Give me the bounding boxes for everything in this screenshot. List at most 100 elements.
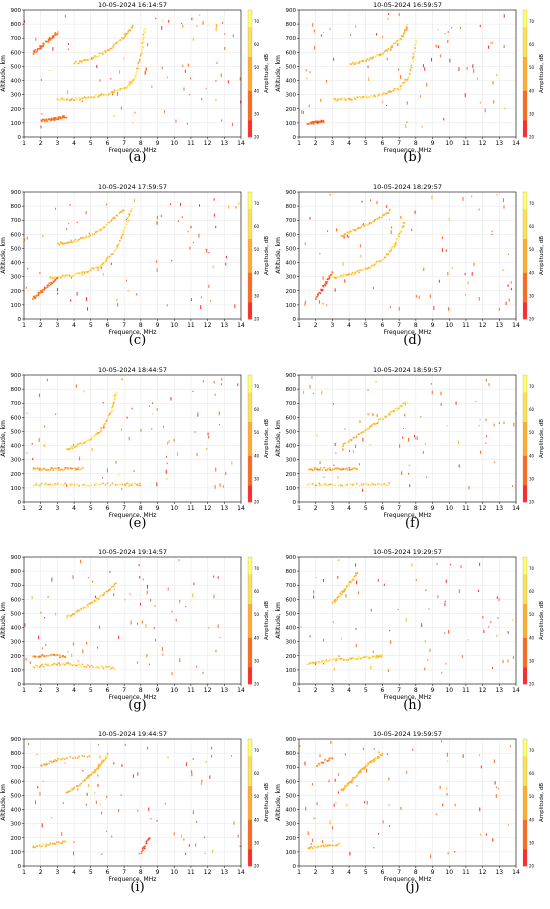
colorbar-segment xyxy=(248,65,252,70)
noise-speck xyxy=(310,843,312,845)
trace-point xyxy=(344,484,347,487)
trace-point xyxy=(88,484,90,487)
trace-point xyxy=(102,594,105,596)
colorbar-segment xyxy=(248,124,252,129)
noise-layer xyxy=(24,14,242,129)
y-axis-label: Altitude, km xyxy=(275,420,282,457)
trace-point xyxy=(67,790,70,793)
noise-speck xyxy=(424,640,426,643)
trace-point xyxy=(58,116,60,118)
trace-point xyxy=(71,467,73,470)
trace-point xyxy=(390,46,392,48)
y-tick-label: 600 xyxy=(11,232,22,238)
trace-point xyxy=(62,655,64,657)
trace-point xyxy=(56,277,58,279)
x-tick-label: 12 xyxy=(204,687,212,694)
noise-speck xyxy=(137,772,139,776)
noise-speck xyxy=(215,225,217,229)
noise-speck xyxy=(25,657,27,661)
x-axis-label: Frequence, MHz xyxy=(109,876,157,883)
noise-speck xyxy=(111,835,113,838)
trace-point xyxy=(121,37,123,39)
trace-point xyxy=(32,846,35,848)
trace-point xyxy=(85,235,88,237)
x-tick-label: 4 xyxy=(72,322,76,329)
colorbar-tick-label: 20 xyxy=(254,317,260,322)
trace-point xyxy=(354,61,357,64)
trace-point xyxy=(122,233,124,236)
noise-speck xyxy=(462,754,464,758)
plot-frame xyxy=(23,556,242,685)
colorbar-segment xyxy=(248,22,252,28)
trace-point xyxy=(329,658,331,661)
trace-point xyxy=(139,55,142,57)
noise-speck xyxy=(493,100,495,104)
noise-speck xyxy=(439,785,441,790)
noise-speck xyxy=(369,443,371,446)
noise-speck xyxy=(507,284,509,288)
trace-point xyxy=(80,98,82,100)
noise-speck xyxy=(322,276,324,280)
colorbar-segment xyxy=(523,204,527,210)
colorbar-tick-label: 30 xyxy=(529,658,535,663)
noise-speck xyxy=(83,390,85,393)
trace-point xyxy=(354,98,357,100)
trace-point xyxy=(371,58,374,60)
trace-point xyxy=(359,227,361,230)
noise-speck xyxy=(429,294,431,298)
trace-point xyxy=(81,97,84,100)
trace-point xyxy=(64,758,66,760)
trace-point xyxy=(114,44,116,47)
x-tick-label: 11 xyxy=(462,505,470,512)
trace-point xyxy=(45,843,48,845)
noise-speck xyxy=(342,448,344,451)
trace-point xyxy=(387,90,390,93)
y-tick-label: 0 xyxy=(293,317,297,323)
colorbar-segment xyxy=(523,111,527,117)
x-tick-label: 9 xyxy=(156,505,160,512)
trace-point xyxy=(84,271,87,274)
trace-point xyxy=(65,662,67,664)
noise-speck xyxy=(51,577,53,582)
noise-speck xyxy=(212,265,214,269)
noise-speck xyxy=(44,425,46,428)
trace-point xyxy=(106,752,109,755)
trace-point xyxy=(118,89,121,92)
noise-speck xyxy=(36,753,38,756)
trace-1 xyxy=(333,39,417,102)
y-tick-label: 300 xyxy=(286,275,297,281)
noise-speck xyxy=(38,438,40,442)
trace-point xyxy=(42,468,44,471)
trace-point xyxy=(313,467,316,469)
y-tick-label: 800 xyxy=(286,387,297,393)
y-tick-label: 300 xyxy=(11,458,22,464)
trace-point xyxy=(114,397,116,400)
x-tick-label: 1 xyxy=(22,140,26,147)
trace-point xyxy=(377,757,380,759)
colorbar-tick-label: 20 xyxy=(254,864,260,869)
trace-point xyxy=(327,844,329,847)
colorbar-segment xyxy=(248,463,252,469)
noise-speck xyxy=(162,20,164,22)
noise-speck xyxy=(508,298,510,302)
trace-point xyxy=(402,33,405,35)
colorbar-segment xyxy=(523,425,527,431)
colorbar-tick-label: 30 xyxy=(254,111,260,116)
noise-speck xyxy=(197,412,199,417)
trace-point xyxy=(320,289,323,292)
noise-speck xyxy=(55,207,57,210)
trace-point xyxy=(70,99,72,101)
trace-point xyxy=(34,297,36,300)
y-tick-label: 900 xyxy=(286,737,297,743)
trace-point xyxy=(94,266,96,269)
colorbar-segment xyxy=(523,777,527,782)
trace-point xyxy=(318,762,321,765)
y-tick-label: 600 xyxy=(11,50,22,56)
noise-speck xyxy=(140,602,142,606)
trace-point xyxy=(395,408,398,411)
trace-1 xyxy=(331,572,359,604)
colorbar-label: Amplitude, dB xyxy=(539,54,545,93)
trace-point xyxy=(62,116,64,118)
noise-speck xyxy=(444,632,446,634)
trace-point xyxy=(122,38,124,40)
